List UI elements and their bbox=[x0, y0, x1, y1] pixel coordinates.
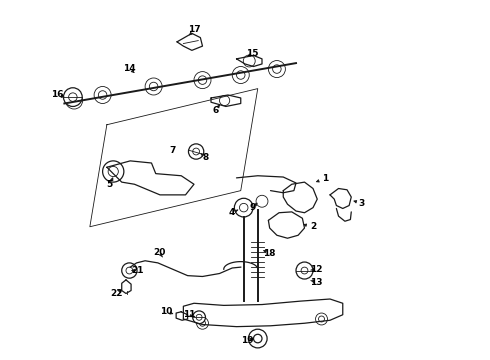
Circle shape bbox=[296, 262, 313, 279]
Circle shape bbox=[102, 161, 124, 182]
Text: 18: 18 bbox=[264, 249, 276, 258]
Circle shape bbox=[193, 311, 205, 324]
Text: 5: 5 bbox=[107, 180, 113, 189]
Text: 3: 3 bbox=[359, 199, 365, 208]
Text: 2: 2 bbox=[310, 222, 316, 231]
Text: 14: 14 bbox=[123, 64, 136, 73]
Text: 15: 15 bbox=[246, 49, 259, 58]
Text: 11: 11 bbox=[183, 310, 195, 319]
Text: 6: 6 bbox=[212, 106, 219, 115]
Text: 17: 17 bbox=[189, 26, 201, 35]
Circle shape bbox=[269, 60, 285, 77]
Circle shape bbox=[316, 313, 327, 325]
Circle shape bbox=[248, 329, 267, 348]
Text: 4: 4 bbox=[229, 208, 235, 217]
Circle shape bbox=[64, 88, 82, 107]
Text: 19: 19 bbox=[241, 336, 253, 345]
Text: 20: 20 bbox=[153, 248, 165, 257]
Text: 10: 10 bbox=[160, 307, 172, 316]
Text: 12: 12 bbox=[310, 265, 322, 274]
Circle shape bbox=[189, 144, 204, 159]
Circle shape bbox=[66, 92, 83, 109]
Circle shape bbox=[145, 78, 162, 95]
Circle shape bbox=[234, 198, 253, 217]
Text: 8: 8 bbox=[203, 153, 209, 162]
Circle shape bbox=[232, 67, 249, 84]
Text: 9: 9 bbox=[249, 203, 256, 212]
Circle shape bbox=[196, 317, 208, 329]
Text: 21: 21 bbox=[132, 266, 144, 275]
Text: 7: 7 bbox=[170, 146, 176, 155]
Text: 1: 1 bbox=[322, 174, 328, 183]
Circle shape bbox=[194, 72, 211, 89]
Text: 22: 22 bbox=[110, 289, 123, 298]
Text: 16: 16 bbox=[51, 90, 63, 99]
Text: 13: 13 bbox=[310, 278, 322, 287]
Circle shape bbox=[94, 86, 111, 103]
Circle shape bbox=[122, 263, 137, 278]
Circle shape bbox=[253, 334, 262, 343]
